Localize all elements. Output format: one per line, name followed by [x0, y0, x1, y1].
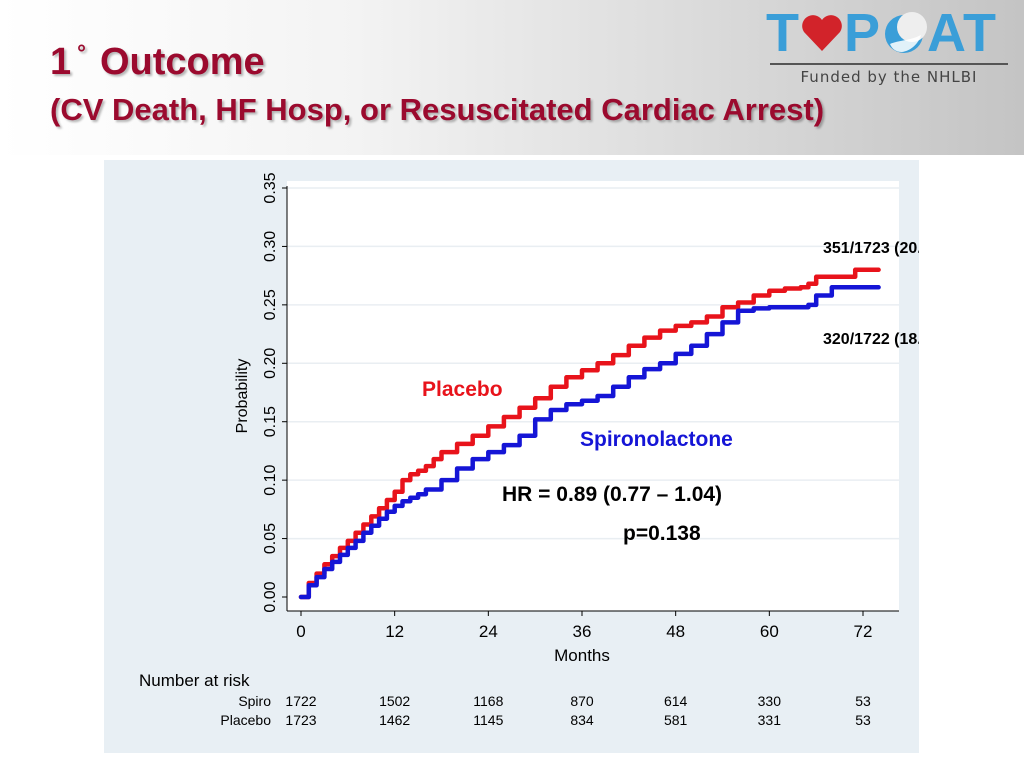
risk-count: 834: [570, 712, 594, 728]
placebo-events-label: 351/1723 (20.4%): [823, 240, 919, 257]
risk-count: 614: [664, 693, 688, 709]
title-number: 1: [50, 41, 72, 83]
x-tick-label: 48: [666, 622, 685, 641]
y-tick-label: 0.25: [262, 289, 279, 320]
risk-count: 1722: [285, 693, 316, 709]
slide-title: 1 ° Outcome: [50, 40, 265, 84]
risk-count: 581: [664, 712, 688, 728]
x-tick-label: 24: [479, 622, 498, 641]
logo-letters-at: AT: [927, 3, 998, 63]
logo-letter-p: P: [844, 3, 882, 63]
x-tick-label: 12: [385, 622, 404, 641]
logo-wordmark: T P AT: [766, 6, 997, 60]
x-tick-label: 60: [760, 622, 779, 641]
risk-count: 1145: [473, 712, 503, 728]
logo-letter-t: T: [766, 3, 800, 63]
moon-crescent-icon: [885, 12, 928, 53]
risk-count: 870: [570, 693, 594, 709]
spironolactone-curve: [298, 285, 881, 600]
y-tick-label: 0.30: [262, 231, 279, 262]
km-chart: 0.00 0.05 0.10 0.15 0.20 0.25 0.30 0.35 0 12 24 36 4…: [139, 172, 919, 728]
title-main-text: Outcome: [99, 41, 265, 83]
y-tick-label: 0.15: [262, 406, 279, 437]
spironolactone-curve-label: Spironolactone: [580, 428, 733, 451]
risk-count: 330: [758, 693, 782, 709]
risk-row-label: Placebo: [220, 712, 271, 728]
plot-area: [287, 181, 899, 611]
risk-table-title: Number at risk: [139, 671, 250, 690]
y-tick-label: 0.05: [262, 523, 279, 554]
y-tick-label: 0.20: [262, 348, 279, 379]
x-tick-label: 0: [296, 622, 305, 641]
slide-header-background: [0, 0, 1024, 155]
title-degree: °: [77, 40, 86, 65]
x-tick-label: 36: [573, 622, 592, 641]
risk-count: 53: [855, 712, 871, 728]
hazard-ratio-label: HR = 0.89 (0.77 – 1.04): [502, 483, 722, 506]
y-tick-label: 0.00: [262, 581, 279, 612]
y-axis-title: Probability: [234, 359, 251, 434]
x-axis-title: Months: [554, 646, 610, 665]
risk-count: 53: [855, 693, 871, 709]
logo-funded-text: Funded by the NHLBI: [800, 68, 978, 86]
p-value-label: p=0.138: [623, 522, 701, 545]
risk-count: 1502: [379, 693, 410, 709]
risk-count: 331: [758, 712, 782, 728]
y-tick-label: 0.10: [262, 464, 279, 495]
topcat-logo: T P AT Funded by the NHLBI: [766, 6, 1012, 86]
risk-count: 1723: [285, 712, 316, 728]
heart-icon: [802, 15, 842, 51]
chart-panel: 0.00 0.05 0.10 0.15 0.20 0.25 0.30 0.35 0 12 24 36 4…: [104, 160, 919, 753]
risk-row-label: Spiro: [238, 693, 271, 709]
placebo-curve-label: Placebo: [422, 378, 503, 401]
risk-count: 1462: [379, 712, 410, 728]
logo-divider: [770, 63, 1008, 65]
spiro-events-label: 320/1722 (18.6%): [823, 331, 919, 348]
y-tick-label: 0.35: [262, 172, 279, 203]
slide-subtitle: (CV Death, HF Hosp, or Resuscitated Card…: [50, 92, 825, 127]
risk-count: 1168: [473, 693, 503, 709]
x-tick-label: 72: [854, 622, 873, 641]
